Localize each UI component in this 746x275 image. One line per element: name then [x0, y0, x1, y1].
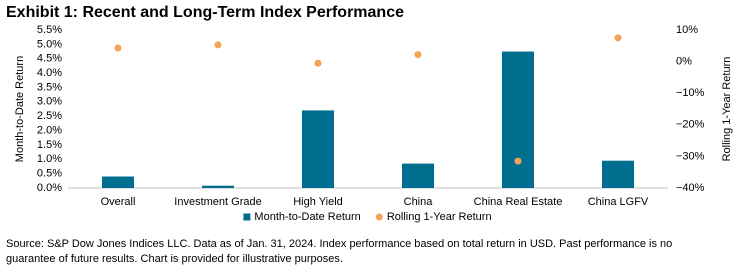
y-tick-label: 4.0%	[37, 67, 62, 79]
bar	[202, 185, 234, 188]
dot	[214, 41, 222, 49]
y2-tick-label: −30%	[676, 150, 705, 162]
dot	[114, 44, 122, 52]
y-tick-label: 2.0%	[37, 124, 62, 136]
x-tick-label: Overall	[101, 196, 136, 208]
y-tick-label: 3.0%	[37, 96, 62, 108]
y-tick-label: 2.5%	[37, 110, 62, 122]
x-tick-label: China LGFV	[588, 196, 649, 208]
y2-axis-title: Rolling 1-Year Return	[721, 57, 733, 162]
x-tick-label: Investment Grade	[174, 196, 261, 208]
y2-tick-label: −40%	[676, 182, 705, 194]
bar	[402, 163, 434, 188]
legend-swatch	[243, 213, 251, 221]
y2-tick-label: −20%	[676, 119, 705, 131]
y-tick-label: 5.5%	[37, 24, 62, 36]
bar	[102, 176, 134, 188]
y-axis-title: Month-to-Date Return	[14, 56, 26, 162]
source-note: guarantee of future results. Chart is pr…	[6, 253, 343, 265]
bar	[302, 110, 334, 188]
legend-swatch	[375, 213, 383, 221]
dot	[414, 51, 422, 59]
dot	[614, 34, 622, 42]
y-tick-label: 4.5%	[37, 53, 62, 65]
x-tick-label: China Real Estate	[474, 196, 563, 208]
y-tick-label: 5.0%	[37, 38, 62, 50]
chart-title: Exhibit 1: Recent and Long-Term Index Pe…	[6, 4, 404, 21]
y2-tick-label: 0%	[676, 56, 692, 68]
bar	[502, 51, 534, 188]
legend-label: Month-to-Date Return	[254, 211, 360, 223]
y-tick-label: 1.0%	[37, 153, 62, 165]
bar	[602, 160, 634, 188]
y-tick-label: 1.5%	[37, 139, 62, 151]
dot	[314, 59, 322, 67]
y-tick-label: 0.0%	[37, 182, 62, 194]
legend: Month-to-Date Return Rolling 1-Year Retur…	[243, 211, 492, 223]
legend-label: Rolling 1-Year Return	[387, 211, 492, 223]
y2-tick-label: −10%	[676, 87, 705, 99]
dot	[514, 157, 522, 165]
y2-tick-label: 10%	[676, 24, 698, 36]
source-note: Source: S&P Dow Jones Indices LLC. Data …	[6, 238, 672, 250]
x-tick-label: China	[404, 196, 434, 208]
y-tick-label: 3.5%	[37, 81, 62, 93]
x-tick-label: High Yield	[293, 196, 343, 208]
y-tick-label: 0.5%	[37, 168, 62, 180]
